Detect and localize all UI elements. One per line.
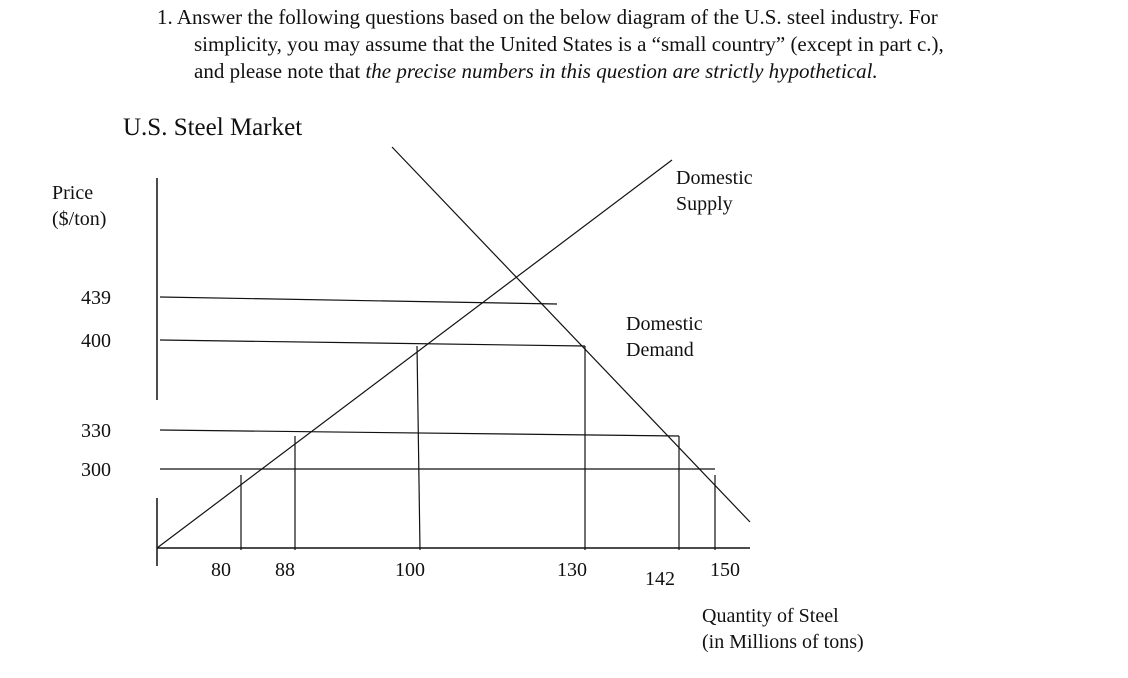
domestic-supply-line bbox=[156, 159, 673, 549]
y-axis-label-line1: Price bbox=[52, 182, 93, 204]
supply-label-line1: Domestic bbox=[676, 167, 753, 189]
chart-title: U.S. Steel Market bbox=[123, 114, 303, 141]
supply-label-line2: Supply bbox=[676, 193, 733, 215]
demand-label-line2: Demand bbox=[626, 339, 694, 361]
quantity-lines bbox=[240, 345, 716, 551]
x-axis-label-line2: (in Millions of tons) bbox=[702, 631, 864, 653]
y-tick-439: 439 bbox=[81, 287, 111, 309]
question-line-2: simplicity, you may assume that the Unit… bbox=[194, 32, 944, 56]
y-tick-labels: 439 400 330 300 bbox=[81, 287, 111, 481]
question-text: 1. Answer the following questions based … bbox=[157, 4, 1117, 85]
price-line-439 bbox=[159, 296, 558, 305]
x-tick-150: 150 bbox=[710, 559, 740, 581]
price-lines bbox=[159, 296, 715, 470]
x-tick-80: 80 bbox=[211, 559, 231, 581]
x-axis-label-line1: Quantity of Steel bbox=[702, 605, 839, 627]
quantity-line-100 bbox=[416, 345, 421, 551]
x-tick-142: 142 bbox=[645, 568, 675, 590]
price-line-400 bbox=[159, 339, 586, 347]
question-number: 1. bbox=[157, 5, 173, 29]
question-line-3: and please note that the precise numbers… bbox=[194, 59, 878, 83]
x-tick-100: 100 bbox=[395, 559, 425, 581]
domestic-demand-line bbox=[391, 146, 751, 523]
question-line-1: 1. Answer the following questions based … bbox=[157, 5, 938, 29]
demand-label-line1: Domestic bbox=[626, 313, 703, 335]
question-italic-note: the precise numbers in this question are… bbox=[365, 59, 878, 83]
y-tick-300: 300 bbox=[81, 459, 111, 481]
y-axis-label-line2: ($/ton) bbox=[52, 208, 106, 230]
y-tick-330: 330 bbox=[81, 420, 111, 442]
price-line-330 bbox=[159, 429, 680, 437]
y-tick-400: 400 bbox=[81, 330, 111, 352]
x-tick-130: 130 bbox=[557, 559, 587, 581]
x-tick-labels: 80 88 100 130 142 150 bbox=[211, 559, 740, 590]
x-tick-88: 88 bbox=[275, 559, 295, 581]
